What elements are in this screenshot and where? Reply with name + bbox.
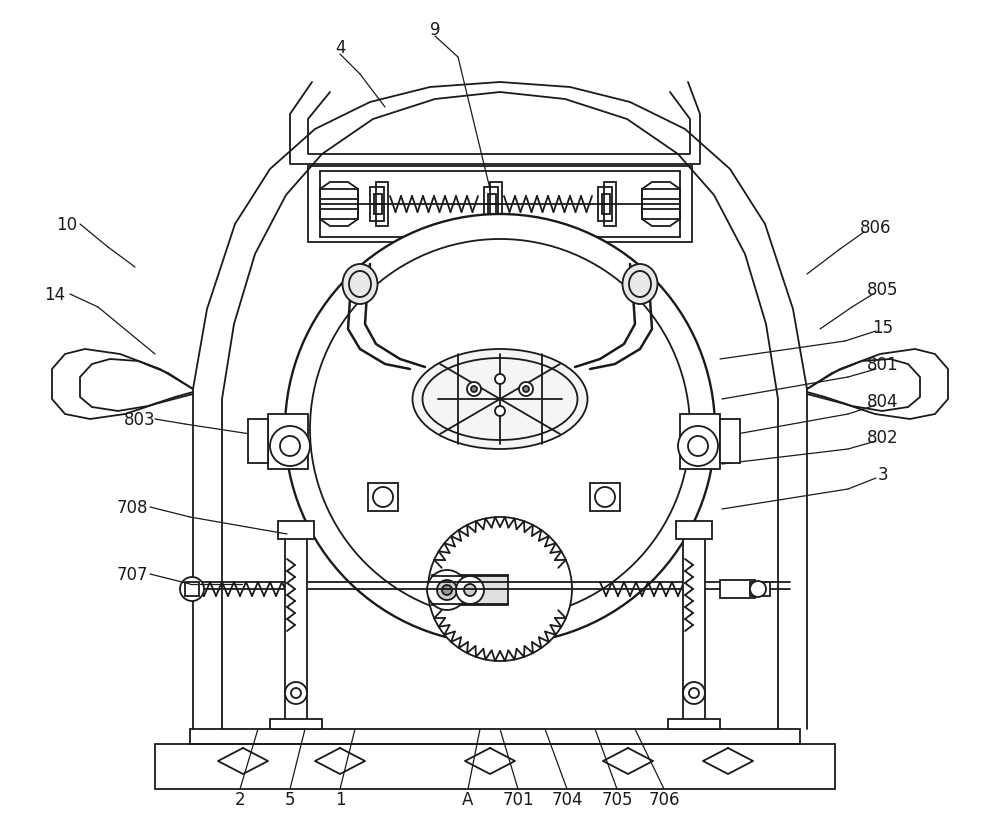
Text: 2: 2 [235, 790, 245, 808]
Circle shape [310, 240, 690, 619]
Bar [720, 420, 740, 464]
Circle shape [270, 426, 310, 466]
Circle shape [464, 585, 476, 596]
Circle shape [280, 436, 300, 456]
Text: 14: 14 [44, 286, 66, 304]
Circle shape [285, 214, 715, 644]
Text: 804: 804 [867, 392, 899, 411]
Bar [308, 166, 692, 243]
Text: 708: 708 [116, 498, 148, 517]
Circle shape [428, 518, 572, 662]
Circle shape [683, 682, 705, 704]
Circle shape [689, 688, 699, 698]
Circle shape [442, 585, 452, 595]
Text: 5: 5 [285, 790, 295, 808]
Bar [488, 195, 496, 214]
Circle shape [495, 374, 505, 384]
Bar [642, 190, 680, 219]
Text: 805: 805 [867, 281, 899, 299]
Bar [680, 415, 720, 469]
Bar [590, 484, 620, 512]
Bar [750, 582, 770, 596]
Bar [320, 190, 358, 219]
Bar [185, 582, 199, 596]
Bar [368, 484, 398, 512]
Circle shape [523, 387, 529, 392]
Text: 10: 10 [56, 216, 78, 233]
Circle shape [471, 387, 477, 392]
Bar [278, 522, 314, 539]
Text: 15: 15 [872, 319, 894, 337]
Circle shape [678, 426, 718, 466]
Bar [598, 188, 612, 222]
Circle shape [291, 688, 301, 698]
Circle shape [495, 407, 505, 416]
Bar [484, 188, 498, 222]
Text: 801: 801 [867, 355, 899, 373]
Circle shape [285, 682, 307, 704]
Bar [270, 720, 322, 729]
Circle shape [437, 580, 457, 600]
Bar [683, 529, 705, 729]
Text: A: A [462, 790, 474, 808]
Ellipse shape [343, 265, 378, 305]
Bar [248, 420, 268, 464]
Circle shape [373, 488, 393, 508]
Text: 705: 705 [601, 790, 633, 808]
Ellipse shape [622, 265, 658, 305]
Text: 806: 806 [860, 219, 892, 237]
Text: 803: 803 [124, 411, 156, 428]
Text: 704: 704 [551, 790, 583, 808]
Bar [490, 183, 502, 227]
Text: 707: 707 [116, 566, 148, 583]
Circle shape [519, 383, 533, 397]
Circle shape [688, 436, 708, 456]
Bar [370, 188, 384, 222]
Text: 4: 4 [335, 39, 345, 57]
Bar [374, 195, 382, 214]
Bar [720, 580, 755, 599]
Bar [190, 729, 800, 744]
Circle shape [456, 576, 484, 604]
Text: 1: 1 [335, 790, 345, 808]
Circle shape [595, 488, 615, 508]
Bar [676, 522, 712, 539]
Bar [432, 575, 508, 605]
Text: 701: 701 [502, 790, 534, 808]
Circle shape [467, 383, 481, 397]
Bar [285, 529, 307, 729]
Bar [268, 415, 308, 469]
Circle shape [180, 577, 204, 601]
Bar [376, 183, 388, 227]
Text: 3: 3 [878, 465, 888, 484]
Ellipse shape [413, 349, 588, 450]
Bar [602, 195, 610, 214]
Bar [604, 183, 616, 227]
Text: 802: 802 [867, 428, 899, 446]
Circle shape [427, 570, 467, 610]
Bar [155, 744, 835, 789]
Text: 9: 9 [430, 21, 440, 39]
Bar [320, 171, 680, 238]
Bar [668, 720, 720, 729]
Text: 706: 706 [648, 790, 680, 808]
Circle shape [750, 581, 766, 597]
